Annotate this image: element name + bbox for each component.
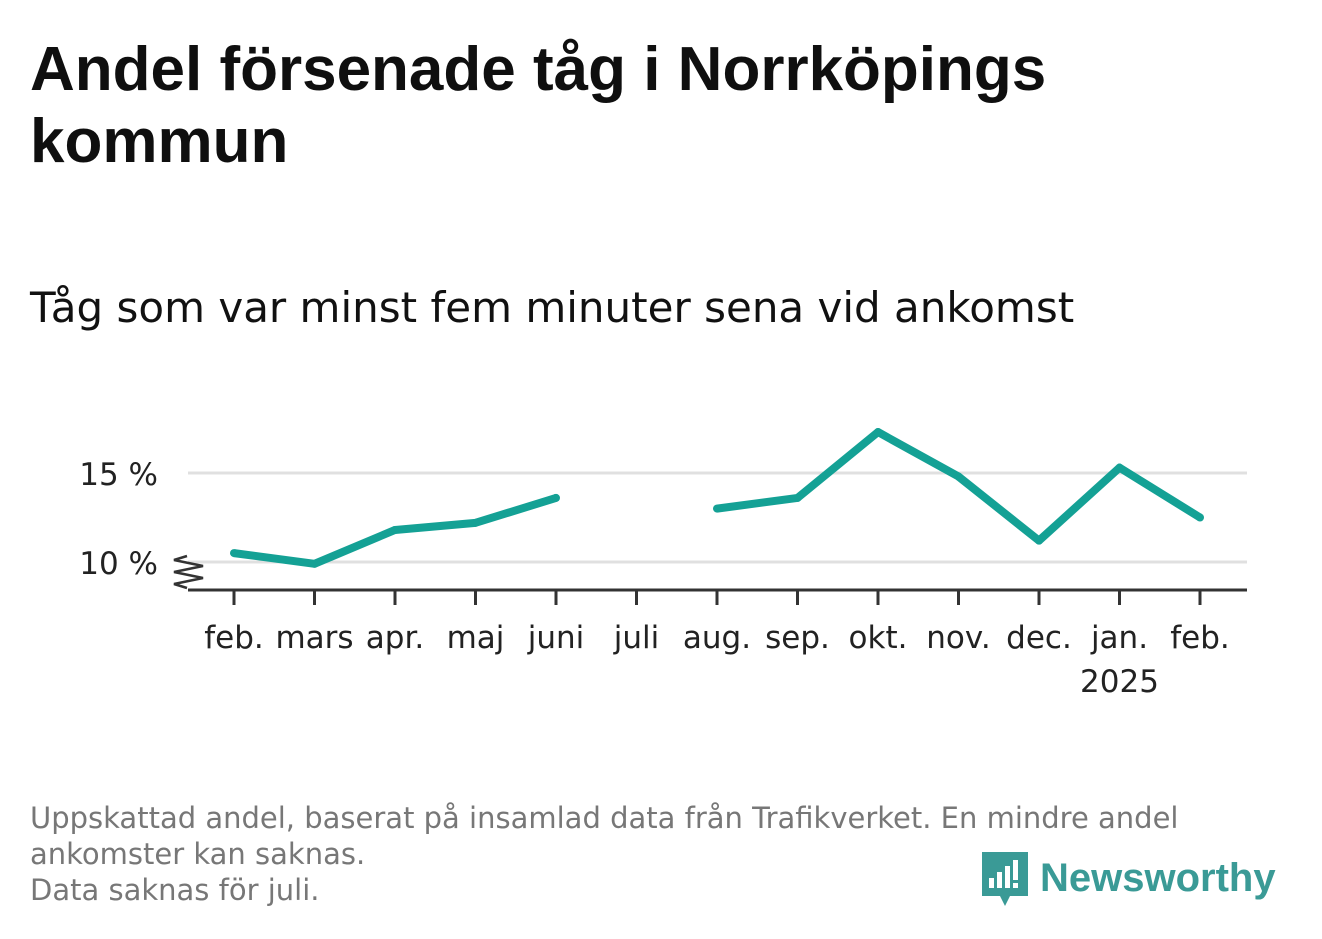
x-tick-label: okt. xyxy=(849,620,908,656)
data-point xyxy=(793,493,802,502)
x-year-label: 2025 xyxy=(1080,664,1159,700)
data-point xyxy=(230,549,238,558)
data-point xyxy=(1035,536,1043,545)
grid-lines xyxy=(188,471,1247,564)
data-point xyxy=(1115,463,1124,472)
footnote-line-2: ankomster kan saknas. xyxy=(30,837,366,871)
footnote-line-1: Uppskattad andel, baserat på insamlad da… xyxy=(30,801,1179,835)
newsworthy-logo-icon xyxy=(982,852,1028,906)
x-tick-labels: feb. mars apr. maj juni juli aug. sep. okt. nov. d… xyxy=(204,620,1230,700)
x-tick-label: apr. xyxy=(366,620,424,656)
data-point xyxy=(310,559,319,568)
y-tick-label: 10 % xyxy=(79,546,158,582)
x-tick-label: mars xyxy=(275,620,353,656)
line-chart: 10 % 15 % feb. mars apr. maj juni juli aug. sep.… xyxy=(79,428,1247,700)
x-tick-label: juni xyxy=(527,620,585,656)
data-point xyxy=(954,472,963,481)
data-point xyxy=(874,428,882,437)
series-layer xyxy=(230,428,1204,568)
x-tick-label: feb. xyxy=(1170,620,1230,656)
x-tick-label: nov. xyxy=(926,620,990,656)
data-point xyxy=(713,504,721,513)
newsworthy-logo[interactable]: Newsworthy xyxy=(980,848,1276,908)
footnote: Uppskattad andel, baserat på insamlad da… xyxy=(30,800,1290,908)
x-tick-label: maj xyxy=(447,620,505,656)
x-axis xyxy=(188,588,1247,605)
x-tick-label: feb. xyxy=(204,620,264,656)
data-point xyxy=(1196,513,1204,522)
data-point xyxy=(471,518,480,527)
x-tick-label: sep. xyxy=(765,620,830,656)
x-tick-label: aug. xyxy=(683,620,751,656)
axis-break-icon xyxy=(173,554,204,590)
series-line-segment xyxy=(716,428,1203,545)
x-tick-label: juli xyxy=(613,620,660,656)
x-tick-label: jan. xyxy=(1090,620,1148,656)
data-point xyxy=(391,525,399,534)
data-point xyxy=(552,493,560,502)
y-axis: 10 % 15 % xyxy=(79,457,204,590)
footnote-line-3: Data saknas för juli. xyxy=(30,873,320,907)
x-tick-label: dec. xyxy=(1006,620,1072,656)
logo-text: Newsworthy xyxy=(1040,855,1276,900)
chart-title: Andel försenade tåg i Norrköpings kommun xyxy=(30,35,1047,176)
chart-subtitle: Tåg som var minst fem minuter sena vid a… xyxy=(30,283,1075,332)
y-tick-label: 15 % xyxy=(79,457,158,493)
